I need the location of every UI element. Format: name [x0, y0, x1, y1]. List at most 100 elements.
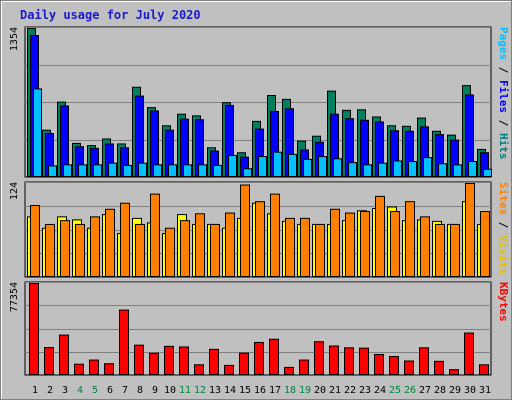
bar-mid-sites-23 — [360, 211, 370, 277]
series-label-top: Pages / Files / Hits — [497, 27, 510, 160]
bar-bot-kbytes-10 — [164, 345, 174, 376]
bar-mid-sites-31 — [480, 211, 490, 277]
x-tick-label-5: 5 — [92, 385, 98, 396]
x-tick-label-3: 3 — [62, 385, 68, 396]
x-tick-label-16: 16 — [254, 385, 266, 396]
bar-bot-kbytes-6 — [104, 363, 114, 375]
series-label-part-mid-2: Visits — [497, 235, 510, 275]
bar-top-pages-29 — [453, 164, 462, 178]
bar-mid-sites-25 — [390, 211, 400, 277]
bar-top-pages-14 — [228, 154, 237, 177]
bar-mid-sites-27 — [420, 216, 430, 278]
x-tick-label-30: 30 — [464, 385, 476, 396]
bar-bot-kbytes-4 — [74, 363, 84, 375]
series-label-part-mid-1: / — [497, 215, 510, 235]
x-tick-label-20: 20 — [314, 385, 326, 396]
bar-top-pages-19 — [303, 158, 312, 177]
bar-top-pages-5 — [93, 164, 102, 178]
x-tick-label-18: 18 — [284, 385, 296, 396]
bar-top-pages-16 — [258, 156, 267, 178]
bar-top-pages-21 — [333, 158, 342, 177]
x-tick-label-25: 25 — [389, 385, 401, 396]
series-label-part-top-2: Files — [497, 80, 510, 113]
bar-mid-sites-14 — [225, 212, 235, 277]
bar-top-pages-20 — [318, 156, 327, 178]
x-tick-label-10: 10 — [164, 385, 176, 396]
series-label-mid: Sites / Visits — [497, 182, 510, 275]
bar-top-pages-6 — [108, 162, 117, 178]
bar-bot-kbytes-19 — [299, 359, 309, 375]
series-label-part-top-1: / — [497, 60, 510, 80]
x-tick-label-29: 29 — [449, 385, 461, 396]
x-tick-label-23: 23 — [359, 385, 371, 396]
bar-mid-sites-17 — [270, 193, 280, 277]
bar-mid-sites-29 — [450, 223, 460, 278]
bar-bot-kbytes-1 — [29, 283, 39, 375]
bar-bot-kbytes-11 — [179, 346, 189, 375]
y-max-label-bot: 77354 — [9, 282, 20, 312]
bar-bot-kbytes-8 — [134, 344, 144, 376]
x-tick-label-12: 12 — [194, 385, 206, 396]
bar-bot-kbytes-7 — [119, 309, 129, 376]
bar-mid-sites-22 — [345, 212, 355, 277]
bar-top-pages-10 — [168, 164, 177, 178]
bar-bot-kbytes-16 — [254, 341, 264, 376]
bar-bot-kbytes-29 — [449, 369, 459, 375]
bar-mid-sites-15 — [240, 184, 250, 277]
bar-top-pages-13 — [213, 164, 222, 178]
bar-mid-sites-30 — [465, 183, 475, 277]
bar-bot-kbytes-23 — [359, 347, 369, 375]
x-tick-label-19: 19 — [299, 385, 311, 396]
bar-mid-sites-24 — [375, 195, 385, 277]
y-max-label-mid: 124 — [9, 182, 20, 200]
x-tick-label-11: 11 — [179, 385, 191, 396]
bar-mid-sites-10 — [165, 227, 175, 277]
x-tick-label-13: 13 — [209, 385, 221, 396]
bar-top-pages-25 — [393, 160, 402, 177]
bar-bot-kbytes-18 — [284, 366, 294, 375]
bar-bot-kbytes-14 — [224, 364, 234, 375]
bar-bot-kbytes-27 — [419, 347, 429, 376]
bar-mid-sites-16 — [255, 201, 265, 277]
bar-bot-kbytes-20 — [314, 341, 324, 375]
bar-bot-kbytes-30 — [464, 332, 474, 375]
bar-bot-kbytes-26 — [404, 360, 414, 375]
bar-top-pages-11 — [183, 164, 192, 178]
bar-bot-kbytes-3 — [59, 334, 69, 375]
bar-bot-kbytes-24 — [374, 353, 384, 376]
bar-top-pages-7 — [123, 164, 132, 178]
x-tick-label-21: 21 — [329, 385, 341, 396]
bar-top-pages-31 — [483, 168, 492, 177]
panel-bot: 77354 KBytes — [9, 281, 510, 376]
x-tick-label-24: 24 — [374, 385, 386, 396]
bar-top-pages-30 — [468, 161, 477, 178]
bar-bot-kbytes-17 — [269, 338, 279, 376]
x-tick-label-27: 27 — [419, 385, 431, 396]
bar-top-pages-23 — [363, 164, 372, 178]
bar-bot-kbytes-31 — [479, 364, 489, 375]
bar-bot-kbytes-9 — [149, 352, 159, 376]
bar-top-pages-1 — [33, 88, 42, 177]
series-label-part-mid-0: Sites — [497, 182, 510, 215]
bar-top-pages-18 — [288, 153, 297, 178]
series-label-part-top-4: Hits — [497, 133, 510, 160]
bar-top-pages-28 — [438, 163, 447, 177]
bar-mid-sites-18 — [285, 217, 295, 278]
x-tick-label-22: 22 — [344, 385, 356, 396]
x-tick-label-9: 9 — [152, 385, 158, 396]
bar-top-pages-22 — [348, 162, 357, 177]
bar-bot-kbytes-15 — [239, 352, 249, 376]
x-tick-label-1: 1 — [32, 385, 38, 396]
bar-mid-sites-13 — [210, 223, 220, 278]
bar-mid-sites-28 — [435, 223, 445, 278]
x-tick-label-26: 26 — [404, 385, 416, 396]
bar-bot-kbytes-21 — [329, 345, 339, 375]
bar-bot-kbytes-28 — [434, 360, 444, 376]
bar-mid-sites-9 — [150, 193, 160, 277]
bar-top-pages-4 — [78, 164, 87, 178]
panel-mid: 124 Sites / Visits — [9, 181, 510, 278]
chart-title: Daily usage for July 2020 — [20, 8, 201, 22]
x-axis-labels: 1 2 3 4 5 6 7 8 9 10 11 12 13 14 15 16 17 18 19 20 21 22 23 24 2… — [32, 385, 491, 396]
